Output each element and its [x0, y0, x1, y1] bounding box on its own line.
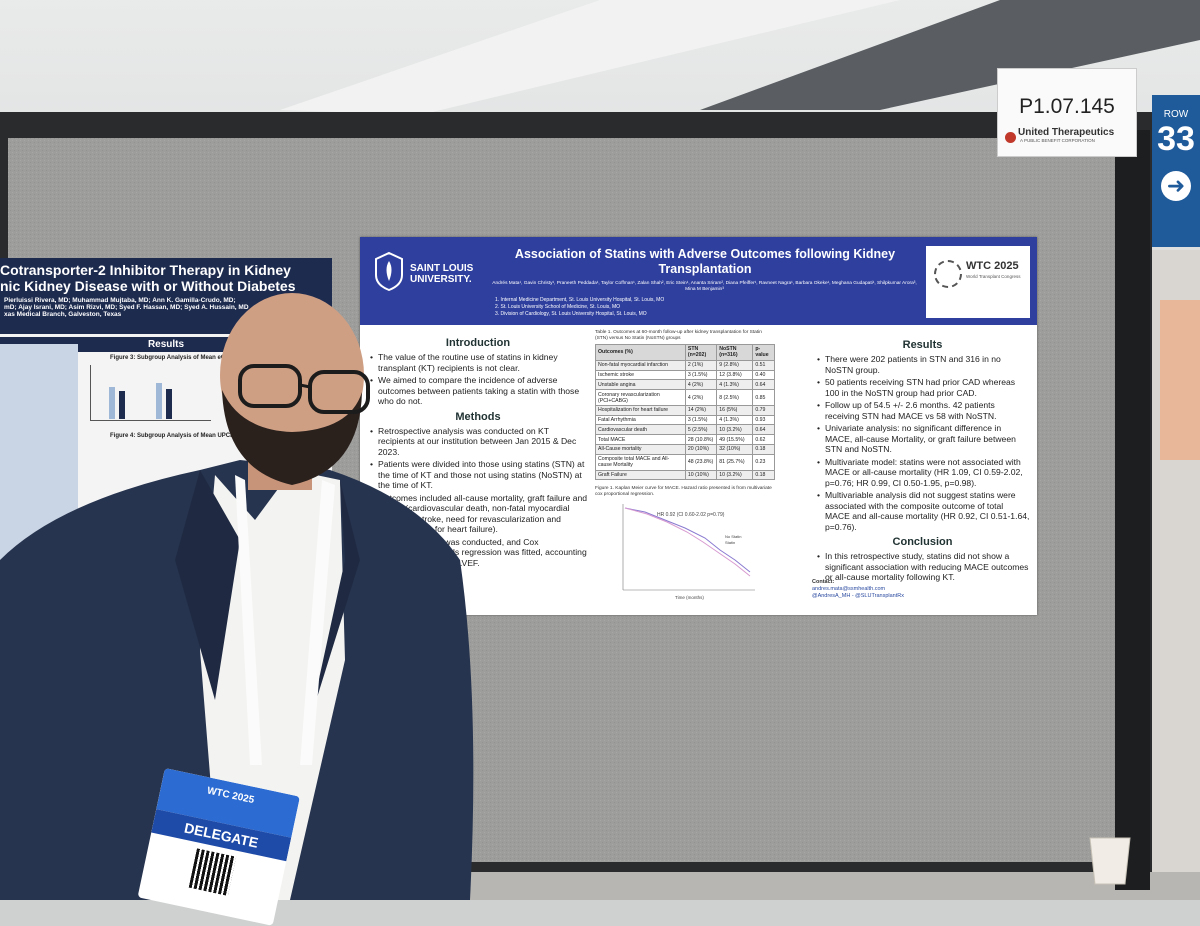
left-chart-bar — [166, 389, 173, 419]
company-name: United Therapeutics — [1018, 127, 1115, 138]
logo-mark — [934, 260, 962, 288]
table-header-cell: Outcomes (%) — [595, 344, 686, 361]
contact-line: Contact: — [812, 579, 835, 585]
table-header-cell: STN (n=202) — [684, 344, 718, 361]
table-cell: 4 (2%) — [684, 389, 718, 406]
bullet: Patients were divided into those using s… — [370, 459, 588, 491]
university-logo — [375, 251, 403, 291]
hr-annotation: HR 0.92 (CI 0.60-2.02 p=0.79) — [657, 512, 725, 518]
figure-caption: Figure 1. Kaplan Meier curve for MACE. H… — [595, 486, 772, 498]
affiliation: 3. Division of Cardiology, St. Louis Uni… — [495, 311, 647, 317]
section-heading: Methods — [455, 410, 501, 423]
company-tagline: A PUBLIC BENEFIT CORPORATION — [1020, 138, 1095, 143]
left-title-line: Cotransporter-2 Inhibitor Therapy in Kid… — [0, 262, 291, 278]
table-cell: 0.85 — [752, 389, 775, 406]
bullet: We aimed to compare the incidence of adv… — [370, 375, 588, 407]
table-column: Table 1. Outcomes at 60-month follow-up … — [595, 330, 775, 618]
table-cell: Composite total MACE and All-cause Morta… — [595, 453, 686, 471]
main-poster: SAINT LOUIS UNIVERSITY. Association of S… — [360, 237, 1037, 615]
table-cell: 81 (25.7%) — [716, 453, 754, 471]
bullet: Multivariable analysis did not suggest s… — [817, 490, 1030, 532]
logo-subtext: World Transplant Congress — [966, 274, 1021, 279]
badge: WTC 2025 DELEGATE — [137, 768, 300, 926]
section-heading: Conclusion — [892, 536, 953, 548]
person — [0, 293, 474, 900]
row-sign: ROW 33 ➜ — [1152, 95, 1200, 247]
table-row: Composite total MACE and All-cause Morta… — [595, 453, 775, 471]
table-row: Graft Failure 10 (10%) 10 (3.2%) 0.18 — [595, 469, 775, 481]
section-heading: Results — [902, 339, 943, 351]
left-author-line: xas Medical Branch, Galveston, Texas — [4, 311, 122, 318]
table-row: All-Cause mortality 20 (10%) 32 (10%) 0.18 — [595, 444, 775, 455]
table-row: Fatal Arrhythmia 3 (1.5%) 4 (1.3%) 0.93 — [595, 414, 775, 426]
board-sign: P1.07.145 United Therapeutics A PUBLIC B… — [997, 68, 1137, 157]
table-row: Coronary revascularization (PCI+CABG) 4 (… — [595, 389, 775, 406]
legend-entry: No Statin — [725, 534, 741, 539]
bullet: Follow up of 54.5 +/- 2.6 months. 42 pat… — [817, 400, 1030, 421]
table-cell: 48 (23.8%) — [684, 453, 718, 471]
left-author-line: mD; Ajay Israni, MD; Asim Rizvi, MD; Sye… — [4, 304, 249, 311]
bullet: In this retrospective study, statins did… — [817, 551, 1030, 583]
x-label: Time (months) — [675, 595, 704, 600]
affiliation: 2. St. Louis University School of Medici… — [495, 304, 621, 310]
table-cell: 10 (3.2%) — [716, 469, 754, 481]
table-cell: 8 (2.5%) — [716, 389, 754, 406]
left-title-line: nic Kidney Disease with or Without Diabe… — [0, 278, 296, 294]
congress-logo: WTC 2025 World Transplant Congress — [926, 246, 1030, 318]
table-caption: Table 1. Outcomes at 60-month follow-up … — [595, 330, 762, 341]
poster-title: Association of Statins with Adverse Outc… — [514, 247, 896, 276]
bullet: Retrospective analysis was conducted on … — [370, 426, 588, 458]
row-number: 33 — [1157, 120, 1195, 158]
left-chart-bar — [119, 391, 126, 419]
left-chart-bar — [155, 383, 162, 419]
table-cell: 10 (10%) — [684, 469, 718, 481]
company-logo — [1005, 132, 1016, 143]
table-cell: 0.23 — [752, 453, 775, 471]
left-chart-bar — [109, 387, 115, 419]
qr-code — [188, 848, 237, 896]
left-author-line: Pierluissi Rivera, MD; Muhammad Mujtaba,… — [4, 297, 236, 304]
bullet: The value of the routine use of statins … — [370, 352, 588, 373]
km-curve — [624, 507, 751, 573]
bullet: There were 202 patients in STN and 316 i… — [817, 354, 1030, 375]
affiliation: 1. Internal Medicine Department, St. Lou… — [495, 297, 665, 303]
arrow-icon: ➜ — [1161, 171, 1191, 201]
poster-code: P1.07.145 — [1019, 95, 1115, 118]
row-label: ROW — [1163, 109, 1189, 120]
logo-text: WTC 2025 — [966, 260, 1019, 272]
contact-line: andres.mata@ssmhealth.com — [812, 586, 886, 592]
poster-header: SAINT LOUIS UNIVERSITY. Association of S… — [360, 237, 1037, 325]
km-figure: HR 0.92 (CI 0.60-2.02 p=0.79) No Statin … — [622, 504, 755, 600]
left-chart — [90, 365, 211, 421]
left-figure-caption: Figure 3: Subgroup Analysis of Mean eGFR… — [110, 355, 241, 361]
table-row: Outcomes (%) STN (n=202) NoSTN (n=316) p-va… — [595, 344, 775, 361]
section-heading: Introduction — [445, 337, 511, 349]
bullet: 50 patients receiving STN had prior CAD … — [817, 377, 1030, 398]
bullet: Univariate analysis: no significant diff… — [817, 423, 1030, 455]
left-figure-caption: Figure 4: Subgroup Analysis of Mean UPCR… — [110, 433, 242, 439]
km-curve — [624, 507, 751, 577]
photo: P1.07.145 United Therapeutics A PUBLIC B… — [0, 0, 1200, 900]
table-header-cell: p-value — [752, 344, 775, 361]
legend-entry: Statin — [725, 540, 735, 545]
institution: SAINT LOUIS UNIVERSITY. — [410, 263, 474, 285]
bullet: Multivariate model: statins were not ass… — [817, 457, 1030, 489]
table-cell: 0.18 — [752, 469, 775, 481]
table-header-cell: NoSTN (n=316) — [716, 344, 754, 361]
contact-line: @AndresA_MH - @SLUTransplantRx — [812, 593, 904, 599]
authors: Andrés Mata¹, Gavin Christy¹, Praneeth P… — [492, 281, 917, 292]
outcomes-table: Outcomes (%) STN (n=202) NoSTN (n=316) p-va… — [595, 344, 775, 481]
